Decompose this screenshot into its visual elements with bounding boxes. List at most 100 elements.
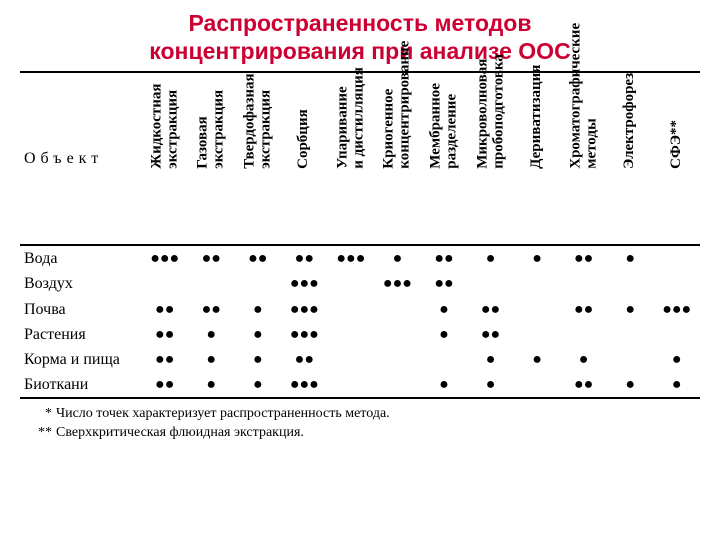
data-cell: ● [607,245,654,271]
data-cell: ●●● [281,271,328,296]
column-header: Газоваяэкстракция [188,72,235,245]
row-label: Растения [20,322,141,347]
data-cell: ●●● [374,271,421,296]
data-cell: ●● [560,297,607,322]
footnote-1-star: * [26,405,56,423]
data-cell: ●●● [328,245,375,271]
data-cell: ● [467,245,514,271]
data-cell: ● [607,297,654,322]
column-label: СФЭ** [669,149,685,169]
title-line1: Распространенность методов [188,10,531,36]
data-cell: ● [374,245,421,271]
column-header: Сорбция [281,72,328,245]
table-body: Вода●●●●●●●●●●●●●●●●●●●●Воздух●●●●●●●●По… [20,245,700,398]
data-cell [328,271,375,296]
data-cell: ● [235,372,282,398]
table-row: Биоткани●●●●●●●●●●●●● [20,372,700,398]
footnote-2-text: Сверхкритическая флюидная экстракция. [56,424,304,442]
column-header: СФЭ** [653,72,700,245]
column-label: Газоваяэкстракция [195,149,227,169]
data-cell: ●● [421,245,468,271]
data-cell: ● [653,372,700,398]
data-cell: ●● [141,372,188,398]
data-cell: ●● [188,297,235,322]
column-label: Упариваниеи дистилляция [335,149,367,169]
footnote-2-star: ** [26,424,56,442]
column-label: Жидкостнаяэкстракция [149,149,181,169]
data-cell [514,372,561,398]
data-cell: ●● [467,297,514,322]
table-row: Вода●●●●●●●●●●●●●●●●●●●● [20,245,700,271]
data-cell: ●● [281,245,328,271]
data-cell: ● [421,297,468,322]
data-cell [421,347,468,372]
data-cell: ● [467,372,514,398]
data-cell [328,347,375,372]
data-cell: ● [421,372,468,398]
column-header: Жидкостнаяэкстракция [141,72,188,245]
data-cell: ●● [281,347,328,372]
data-cell [328,372,375,398]
column-header: Электрофорез [607,72,654,245]
data-cell [607,322,654,347]
data-cell: ●●● [281,372,328,398]
column-label: Дериватизация [529,149,545,169]
column-header: Упариваниеи дистилляция [328,72,375,245]
page-title: Распространенность методов концентрирова… [20,10,700,65]
data-cell: ● [421,322,468,347]
column-label: Электрофорез [622,149,638,169]
column-label: Криогенноеконцентрирование [382,149,414,169]
data-cell [328,297,375,322]
data-cell [607,347,654,372]
data-cell: ●● [141,322,188,347]
column-header: Твердофазнаяэкстракция [235,72,282,245]
data-cell: ● [188,322,235,347]
data-cell [188,271,235,296]
data-cell [514,322,561,347]
column-header: Дериватизация [514,72,561,245]
footnote-2: ** Сверхкритическая флюидная экстракция. [26,424,700,442]
column-label: Сорбция [296,149,312,169]
data-cell [653,271,700,296]
data-cell [467,271,514,296]
row-label: Воздух [20,271,141,296]
data-cell [514,297,561,322]
data-cell: ●●● [281,297,328,322]
table-row: Растения●●●●●●●●●● [20,322,700,347]
data-cell: ● [188,372,235,398]
data-cell [235,271,282,296]
footnote-1: * Число точек характеризует распростране… [26,405,700,423]
data-cell: ●● [141,347,188,372]
data-cell: ● [607,372,654,398]
column-label: Хроматографическиеметоды [568,149,600,169]
column-label: Микроволноваяпробоподготовка [475,149,507,169]
row-label: Вода [20,245,141,271]
data-cell: ●●● [141,245,188,271]
data-cell [374,347,421,372]
data-cell: ●● [235,245,282,271]
data-cell: ● [514,245,561,271]
row-label: Биоткани [20,372,141,398]
data-cell: ● [514,347,561,372]
data-cell: ●● [141,297,188,322]
data-cell: ●● [421,271,468,296]
table-row: Почва●●●●●●●●●●●●●●●●● [20,297,700,322]
row-label: Корма и пища [20,347,141,372]
data-cell: ●● [560,372,607,398]
data-cell: ●● [560,245,607,271]
table-header-row: Объект Жидкостнаяэкстракция Газоваяэкстра… [20,72,700,245]
table-row: Корма и пища●●●●●●●●●● [20,347,700,372]
data-cell [653,245,700,271]
column-header: Микроволноваяпробоподготовка [467,72,514,245]
data-cell: ● [235,297,282,322]
title-line2: концентрирования при анализе ООС [149,38,570,64]
data-cell: ●●● [281,322,328,347]
row-label: Почва [20,297,141,322]
data-cell: ● [653,347,700,372]
object-header: Объект [20,72,141,245]
data-cell: ●● [188,245,235,271]
footnotes: * Число точек характеризует распростране… [20,405,700,441]
data-cell [607,271,654,296]
data-cell [560,271,607,296]
data-cell [141,271,188,296]
